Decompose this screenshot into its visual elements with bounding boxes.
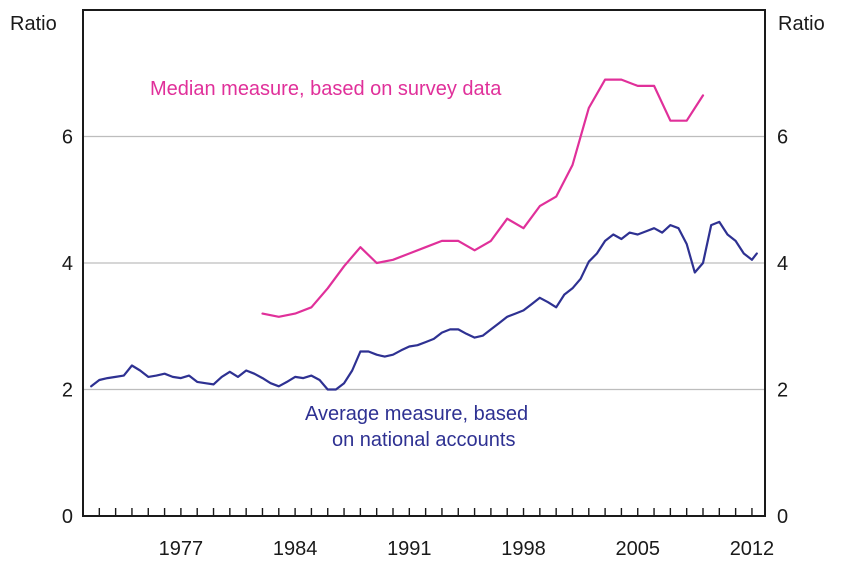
x-tick-label: 2012 — [730, 538, 775, 560]
average-series-label-line2: on national accounts — [332, 429, 515, 451]
series-lines — [90, 78, 758, 391]
average-series-line — [90, 220, 758, 391]
x-tick-label: 1977 — [159, 538, 204, 560]
ticks — [98, 508, 753, 516]
y-tick-label-right: 0 — [777, 506, 788, 528]
y-tick-label-right: 2 — [777, 380, 788, 402]
median-series-line — [261, 78, 705, 318]
gridlines — [83, 135, 765, 391]
x-tick-label: 1984 — [273, 538, 318, 560]
y-tick-label-left: 2 — [62, 380, 73, 402]
y-axis-label-left: Ratio — [10, 13, 57, 35]
y-tick-label-left: 6 — [62, 127, 73, 149]
x-tick-label: 1991 — [387, 538, 432, 560]
y-tick-label-right: 4 — [777, 253, 788, 275]
x-tick-label: 1998 — [501, 538, 546, 560]
plot-frame — [82, 9, 766, 517]
y-tick-label-left: 4 — [62, 253, 73, 275]
x-tick-label: 2005 — [615, 538, 660, 560]
y-tick-label-right: 6 — [777, 127, 788, 149]
tick-labels: 0 0 2 2 4 4 6 6 1977 1984 1991 1998 2005 2012 — [62, 127, 788, 561]
median-series-label: Median measure, based on survey data — [150, 78, 502, 100]
average-series-label-line1: Average measure, based — [305, 403, 528, 425]
y-tick-label-left: 0 — [62, 506, 73, 528]
y-axis-label-right: Ratio — [778, 13, 825, 35]
